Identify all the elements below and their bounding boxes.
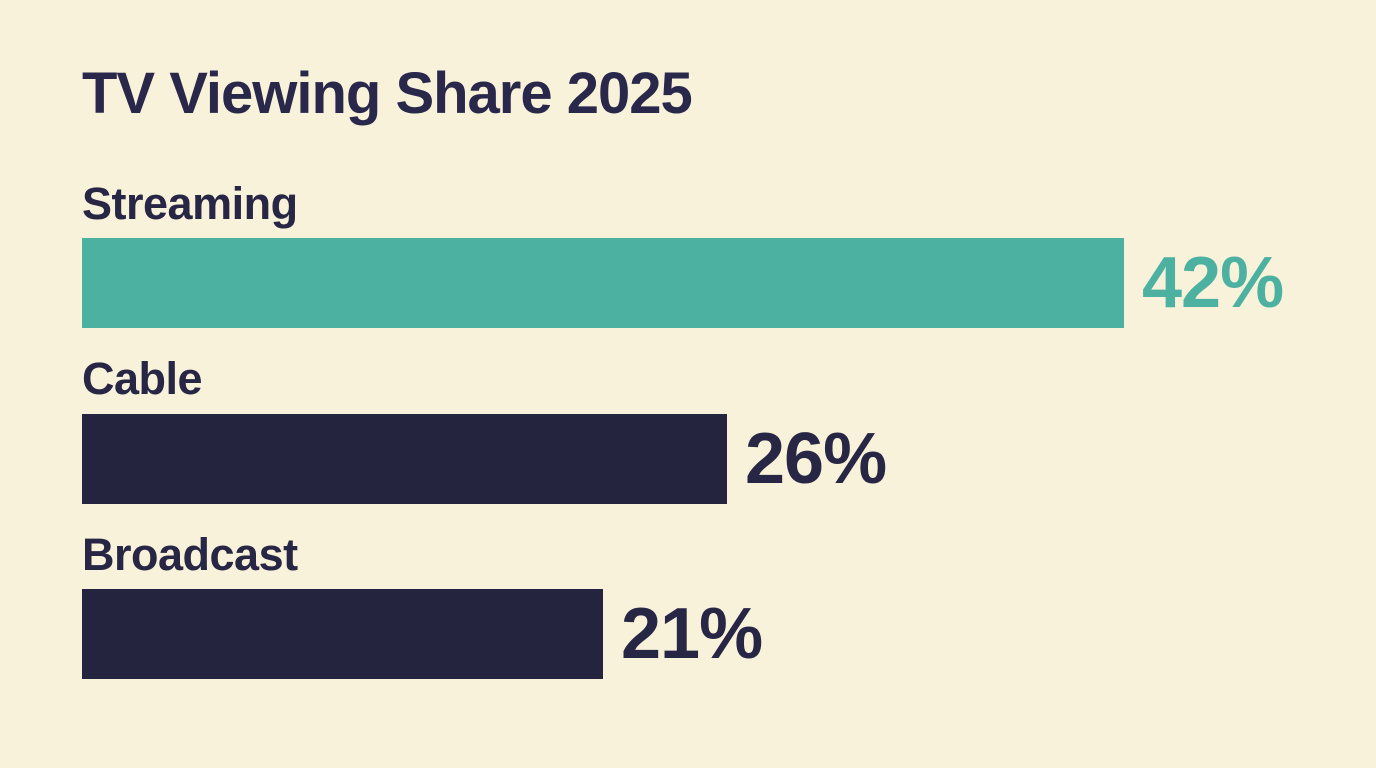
bar-row: 26%	[82, 413, 1376, 504]
bar-group-streaming: Streaming 42%	[82, 179, 1376, 329]
bar-streaming	[82, 238, 1124, 329]
bar-group-cable: Cable 26%	[82, 354, 1376, 504]
bar-label: Cable	[82, 353, 203, 405]
bar-cable	[82, 413, 727, 504]
bar-group-broadcast: Broadcast 21%	[82, 530, 1376, 680]
chart-title: TV Viewing Share 2025	[82, 61, 693, 126]
bar-label: Streaming	[82, 177, 298, 229]
bar-value: 21%	[621, 594, 763, 675]
bar-row: 42%	[82, 238, 1376, 329]
bar-value: 42%	[1142, 243, 1284, 324]
bar-value: 26%	[745, 418, 887, 499]
bar-row: 21%	[82, 589, 1376, 680]
bar-broadcast	[82, 589, 603, 680]
bar-label: Broadcast	[82, 528, 298, 580]
